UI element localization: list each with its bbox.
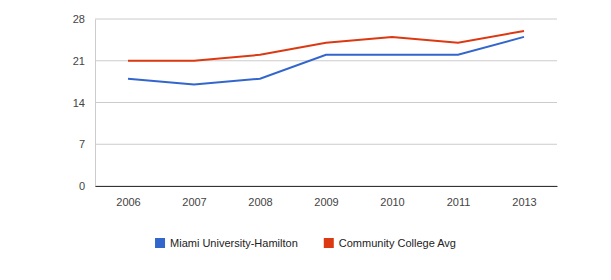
y-tick-label: 14: [73, 97, 85, 109]
legend-item: Miami University-Hamilton: [155, 237, 298, 249]
x-tick-label: 2009: [314, 196, 338, 208]
grid-line: [95, 144, 557, 145]
x-axis: 2006 2007 2008 2009 2010 2011 2013: [96, 186, 558, 208]
grid-line: [95, 19, 557, 20]
x-tick: 2006: [116, 186, 140, 208]
grid: [95, 19, 557, 186]
x-tick-label: 2011: [447, 196, 471, 208]
y-tick-label: 28: [73, 13, 85, 25]
grid-line: [95, 102, 557, 103]
legend-label: Community College Avg: [339, 237, 456, 249]
series-group: [128, 31, 524, 85]
x-tick: 2007: [182, 186, 206, 208]
legend-label: Miami University-Hamilton: [170, 237, 298, 249]
grid-line: [95, 186, 557, 187]
y-tick: 0: [79, 180, 95, 192]
y-tick: 7: [79, 138, 95, 150]
y-tick: 28: [73, 13, 95, 25]
y-tick-label: 0: [79, 180, 85, 192]
x-tick: 2013: [512, 186, 536, 208]
series-line: [128, 31, 524, 61]
x-tick-label: 2010: [380, 196, 404, 208]
x-tick-label: 2008: [248, 196, 272, 208]
y-tick: 21: [73, 55, 95, 67]
legend: Miami University-Hamilton Community Colle…: [155, 237, 456, 249]
legend-swatch: [155, 238, 165, 248]
chart: 0 7 14 21 28 2006 2007 2008 2009 2010 2011 2013 Miam…: [0, 0, 611, 280]
x-tick: 2010: [380, 186, 404, 208]
x-tick: 2011: [447, 186, 471, 208]
y-axis-line: [95, 20, 96, 187]
x-tick-label: 2007: [182, 196, 206, 208]
plot: 0 7 14 21 28 2006 2007 2008 2009 2010 2011 2013: [73, 13, 558, 208]
x-tick-label: 2013: [512, 196, 536, 208]
x-axis-line: [96, 186, 558, 187]
legend-swatch: [324, 238, 334, 248]
y-axis: 0 7 14 21 28: [73, 13, 96, 192]
y-tick-label: 21: [73, 55, 85, 67]
x-tick-label: 2006: [116, 196, 140, 208]
y-tick: 14: [73, 97, 95, 109]
x-tick: 2008: [248, 186, 272, 208]
x-tick: 2009: [314, 186, 338, 208]
legend-item: Community College Avg: [324, 237, 456, 249]
y-tick-label: 7: [79, 138, 85, 150]
